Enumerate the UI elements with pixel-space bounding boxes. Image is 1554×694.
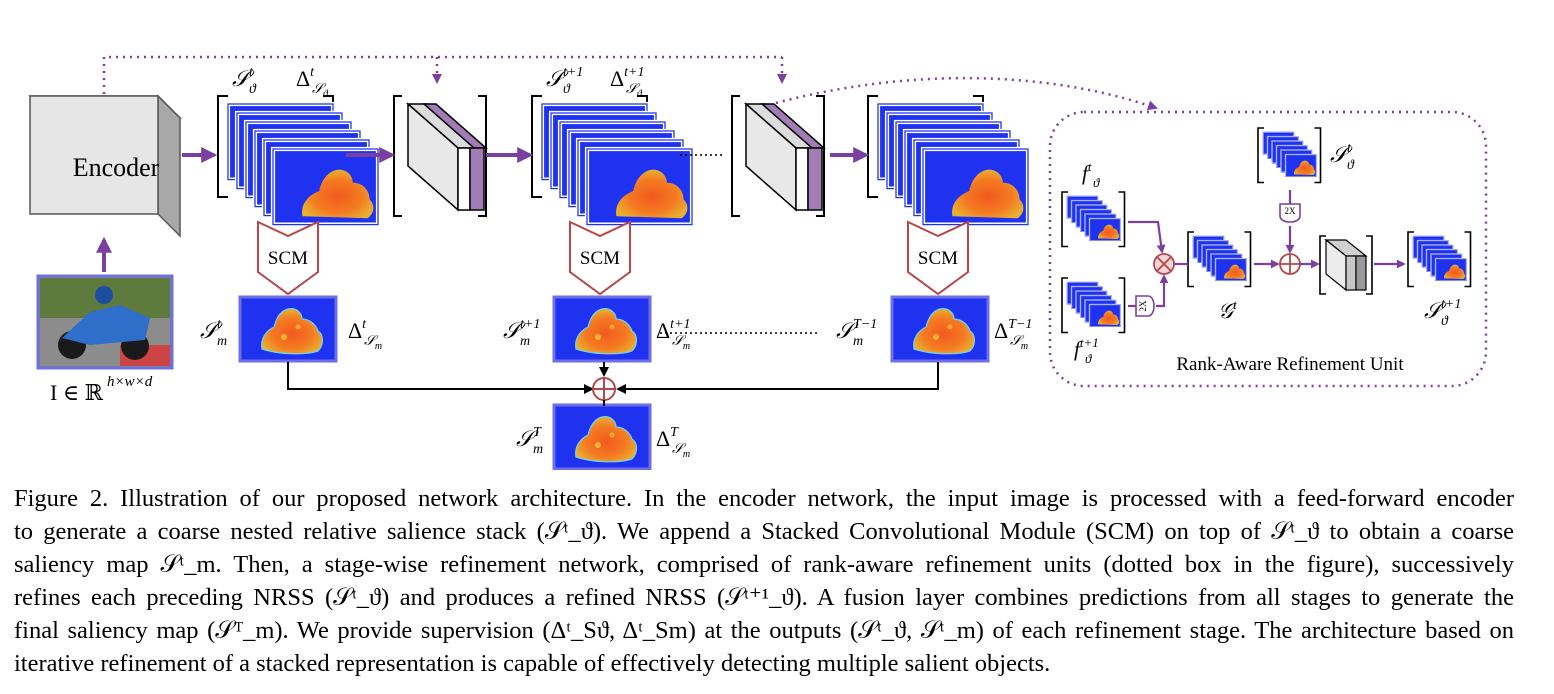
nrss-stack-stage-3 (867, 95, 1028, 225)
label-S-theta-t: 𝒮t ϑ (232, 65, 257, 97)
label-Delta-S-m-T: ΔT 𝒮m (656, 425, 690, 460)
nrss-map-tile (273, 149, 378, 225)
nrss-stack-stage-1 (217, 95, 378, 225)
label-Delta-S-theta-t1: Δt+1 𝒮ϑ (610, 65, 645, 100)
scm-label: SCM (268, 248, 308, 269)
mini-stack (1407, 231, 1472, 288)
saliency-map-final (552, 403, 652, 470)
nrss-map-tile (587, 149, 692, 225)
svg-text:2X: 2X (1138, 300, 1148, 312)
mini-stack (1061, 191, 1126, 248)
saliency-map-t (238, 295, 338, 363)
refinement-unit-title: Rank-Aware Refinement Unit (1176, 354, 1404, 375)
caption-line-5: final saliency map (𝒮ᵀ_m). We provide su… (14, 617, 1514, 644)
svg-text:h×w×d: h×w×d (107, 374, 153, 390)
label-S-m-t1: 𝒮t+1 m (503, 317, 540, 349)
encoder-label: Encoder (73, 153, 160, 182)
label-G-t: 𝒢t (1218, 297, 1237, 323)
multiply-icon (1153, 253, 1175, 275)
label-S-theta-t1: 𝒮t+1 ϑ (546, 65, 583, 97)
label-S-m-T: 𝒮T m (516, 425, 543, 457)
nrss-map-tile (923, 149, 1028, 225)
label-Delta-S-m-t: Δt 𝒮m (348, 317, 382, 352)
sum-icon (1279, 253, 1301, 275)
label-Delta-S-m-t1: Δt+1 𝒮m (656, 317, 691, 352)
svg-text:2X: 2X (1285, 206, 1297, 216)
caption-line-4: refines each preceding NRSS (𝒮ᵗ_ϑ) and p… (14, 584, 1514, 611)
caption-line-3: saliency map 𝒮ᵗ_m. Then, a stage-wise re… (14, 551, 1514, 578)
mini-stack (1257, 127, 1322, 184)
label-unit-S-theta-t: 𝒮t ϑ (1330, 141, 1355, 173)
scm-label: SCM (580, 248, 620, 269)
architecture-figure: Encoder I ∈ ℝ h×w×d SCM SCM SCM (28, 55, 1488, 470)
nrss-stack-stage-2 (531, 95, 692, 225)
scm-block-1: SCM (257, 220, 319, 296)
label-S-m-t: 𝒮t m (200, 317, 227, 349)
caption-line-1: Figure 2. Illustration of our proposed n… (14, 485, 1514, 512)
upsample-2x-top: 2X (1279, 203, 1301, 223)
svg-text:I ∈ ℝ: I ∈ ℝ (50, 380, 104, 405)
scm-block-3: SCM (907, 220, 969, 296)
skip-connection-dotted (102, 55, 782, 94)
figure-caption: Figure 2. Illustration of our proposed n… (14, 482, 1514, 680)
encoder-block: Encoder (28, 94, 182, 238)
input-image (36, 274, 174, 370)
label-f-theta: ft+1 ϑ (1074, 335, 1099, 366)
upsample-2x-left: 2X (1135, 295, 1155, 317)
label-unit-S-theta-t1: 𝒮t+1 ϑ (1424, 297, 1461, 329)
label-Delta-S-m-T-1: ΔT−1 𝒮m (994, 317, 1032, 352)
scm-block-2: SCM (569, 220, 631, 296)
label-Delta-S-theta-t: Δt 𝒮ϑ (296, 65, 329, 100)
caption-line-2: to generate a coarse nested relative sal… (14, 518, 1514, 545)
saliency-map-t1 (552, 295, 652, 363)
unit-conv-block (1319, 235, 1373, 295)
caption-line-6: iterative refinement of a stacked repres… (14, 650, 1051, 677)
scm-label: SCM (918, 248, 958, 269)
saliency-map-T-1 (890, 295, 990, 363)
refinement-block-2 (731, 95, 826, 217)
mini-stack (1187, 231, 1252, 288)
input-label: I ∈ ℝ h×w×d (50, 374, 153, 405)
fusion-sum-icon (592, 377, 616, 401)
rank-aware-refinement-unit: ftϑ ft+1 ϑ 𝒢t 𝒮t ϑ 𝒮t+1 ϑ 2X 2X Rank-Aware Refine… (1048, 110, 1488, 388)
refinement-block-1 (393, 95, 488, 217)
mini-stack (1061, 277, 1126, 334)
label-f-theta: ftϑ (1082, 159, 1100, 190)
label-S-m-T-1: 𝒮T−1 m (836, 317, 877, 349)
